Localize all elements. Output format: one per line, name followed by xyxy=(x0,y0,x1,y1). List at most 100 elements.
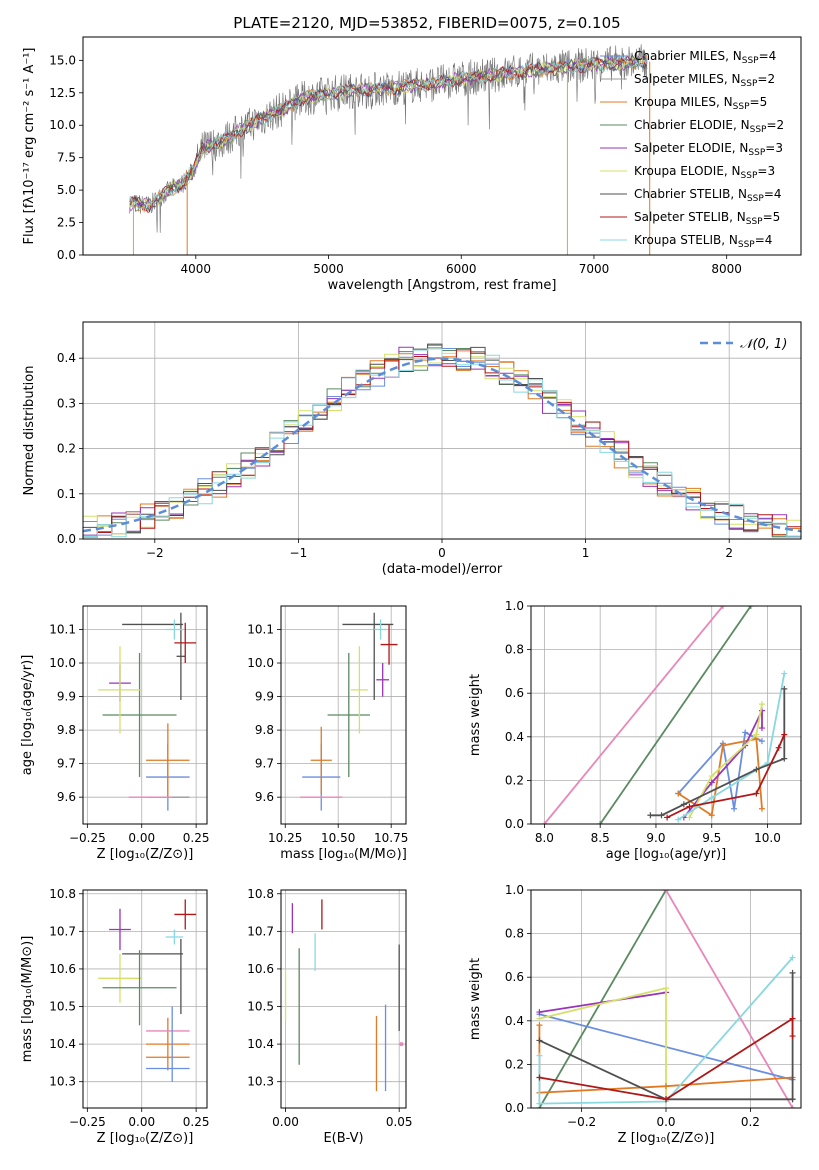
data-spectrum xyxy=(129,44,648,233)
weight_vs_age-ytick-label: 0.2 xyxy=(505,773,524,787)
ebv_vs_mass-frame xyxy=(280,889,407,1109)
series-marker-6-0 xyxy=(675,816,682,823)
series-line-1 xyxy=(599,606,752,824)
series-line-4 xyxy=(683,710,763,819)
residuals-ytick-label: 0.4 xyxy=(57,351,76,365)
spectrum-ytick-label: 5.0 xyxy=(57,183,76,197)
ebv_vs_mass-ytick-label: 10.5 xyxy=(247,1000,274,1014)
weight_vs_z-xtick-label: −0.2 xyxy=(567,1115,596,1129)
mass_vs_age-xlabel: mass [log₁₀(M/M⊙)] xyxy=(280,847,407,862)
series-marker-7-4 xyxy=(789,1096,796,1103)
series-marker-0-0 xyxy=(541,821,548,824)
series-marker-0-1 xyxy=(719,606,726,609)
z_vs_age-xtick-label: 0.00 xyxy=(128,831,155,845)
series-marker-4-1 xyxy=(663,985,669,992)
weight_vs_z-xtick-label: 0.0 xyxy=(656,1115,675,1129)
z_vs_age-ytick-label: 9.8 xyxy=(57,723,76,737)
mass_vs_age-ytick-label: 10.0 xyxy=(247,656,274,670)
z_vs_age-ytick-label: 10.0 xyxy=(49,656,76,670)
weight_vs_z-ytick-label: 1.0 xyxy=(505,883,524,897)
residuals-ylabel: Normed distribution xyxy=(22,366,37,496)
residuals-xtick-label: 1 xyxy=(582,546,590,560)
series-marker-8-3 xyxy=(775,744,782,751)
spectrum-xtick-label: 4000 xyxy=(181,262,212,276)
spectrum-ylabel: Flux [fλ10⁻¹⁷ erg cm⁻² s⁻¹ A⁻¹] xyxy=(22,48,37,245)
series-marker-6-1 xyxy=(536,1100,543,1107)
point-8 xyxy=(399,1042,404,1047)
weight_vs_age-frame xyxy=(530,605,802,825)
series-marker-5-0 xyxy=(686,814,693,821)
z_vs_age-frame xyxy=(82,605,208,825)
series-marker-8-2 xyxy=(789,1015,796,1022)
series-marker-7-3 xyxy=(789,969,796,976)
legend-gaussian-label: 𝒩(0, 1) xyxy=(740,337,787,352)
legend-label-1: Salpeter MILES, NSSP=2 xyxy=(634,72,775,89)
series-marker-2-4 xyxy=(758,738,765,745)
series-marker-8-1 xyxy=(663,1096,669,1103)
series-marker-3-4 xyxy=(758,805,765,812)
series-marker-2-2 xyxy=(731,805,738,812)
model-curve-4 xyxy=(129,54,648,212)
weight_vs_age-xtick-label: 10.0 xyxy=(754,831,781,845)
series-marker-8-0 xyxy=(664,814,671,821)
weight_vs_z-xlabel: Z [log₁₀(Z/Z⊙)] xyxy=(618,1131,715,1146)
z_vs_age-xtick-label: −0.25 xyxy=(69,831,106,845)
weight_vs_age-xtick-label: 8.0 xyxy=(535,831,554,845)
figure-title: PLATE=2120, MJD=53852, FIBERID=0075, z=0… xyxy=(233,14,620,32)
mass_vs_age-frame xyxy=(280,605,407,825)
weight_vs_z-ytick-label: 0.0 xyxy=(505,1101,524,1115)
series-marker-7-1 xyxy=(658,812,665,819)
mass_vs_age-xtick-label: 10.75 xyxy=(374,831,408,845)
series-marker-4-1 xyxy=(708,779,715,786)
z_vs_mass-xtick-label: 0.25 xyxy=(183,1115,210,1129)
series-marker-6-1 xyxy=(708,794,715,801)
legend-label-2: Kroupa MILES, NSSP=5 xyxy=(634,95,767,112)
legend-label-0: Chabrier MILES, NSSP=4 xyxy=(634,49,776,66)
spectrum-xlabel: wavelength [Angstrom, rest frame] xyxy=(328,278,557,293)
series-line-3 xyxy=(539,991,667,1013)
series-line-3 xyxy=(677,737,763,817)
z_vs_age-ylabel: age [log₁₀(age/yr)] xyxy=(20,655,35,776)
z_vs_mass-ytick-label: 10.7 xyxy=(49,924,76,938)
ebv_vs_mass-ytick-label: 10.7 xyxy=(247,924,274,938)
z_vs_age-ytick-label: 9.7 xyxy=(57,757,76,771)
series-marker-3-0 xyxy=(536,1009,543,1016)
weight_vs_z-ytick-label: 0.2 xyxy=(505,1057,524,1071)
series-marker-8-1 xyxy=(686,803,693,810)
series-marker-6-0 xyxy=(536,1052,543,1059)
gaussian-curve xyxy=(82,357,802,533)
spectrum-xtick-label: 7000 xyxy=(579,262,610,276)
weight_vs_z-ytick-label: 0.6 xyxy=(505,970,524,984)
series-marker-7-2 xyxy=(680,801,687,808)
series-marker-5-2 xyxy=(663,1083,669,1090)
mass_vs_age-ytick-label: 9.9 xyxy=(255,690,274,704)
series-marker-1-0 xyxy=(597,821,604,824)
legend-label-5: Kroupa ELODIE, NSSP=3 xyxy=(634,164,775,181)
series-group-weight_vs_z xyxy=(536,890,796,1108)
weight_vs_age-xtick-label: 9.0 xyxy=(646,831,665,845)
series-marker-7-4 xyxy=(781,755,788,762)
ebv_vs_mass-xtick-label: 0.00 xyxy=(272,1115,299,1129)
series-group-weight_vs_age xyxy=(541,606,788,824)
series-line-6 xyxy=(677,673,786,821)
spectrum-ytick-label: 15.0 xyxy=(49,53,76,67)
mass_vs_age-xtick-label: 10.25 xyxy=(268,831,302,845)
ebv_vs_mass-ytick-label: 10.4 xyxy=(247,1037,274,1051)
weight_vs_age-xtick-label: 8.5 xyxy=(591,831,610,845)
weight_vs_z-ytick-label: 0.4 xyxy=(505,1014,524,1028)
ebv_vs_mass-ytick-label: 10.3 xyxy=(247,1075,274,1089)
series-line-0 xyxy=(543,606,724,824)
weight_vs_z-ytick-label: 0.8 xyxy=(505,927,524,941)
legend-label-3: Chabrier ELODIE, NSSP=2 xyxy=(634,118,784,135)
weight_vs_age-ytick-label: 0.0 xyxy=(505,817,524,831)
z_vs_age-ytick-label: 9.6 xyxy=(57,790,76,804)
weight_vs_z-ylabel: mass weight xyxy=(468,958,483,1040)
ebv_vs_mass-ytick-label: 10.6 xyxy=(247,962,274,976)
weight_vs_age-ytick-label: 0.4 xyxy=(505,730,524,744)
series-marker-5-3 xyxy=(758,701,765,708)
series-marker-1-1 xyxy=(789,1105,796,1108)
z_vs_mass-xtick-label: −0.25 xyxy=(69,1115,106,1129)
series-marker-4-4 xyxy=(758,725,765,732)
series-marker-7-0 xyxy=(647,812,654,819)
